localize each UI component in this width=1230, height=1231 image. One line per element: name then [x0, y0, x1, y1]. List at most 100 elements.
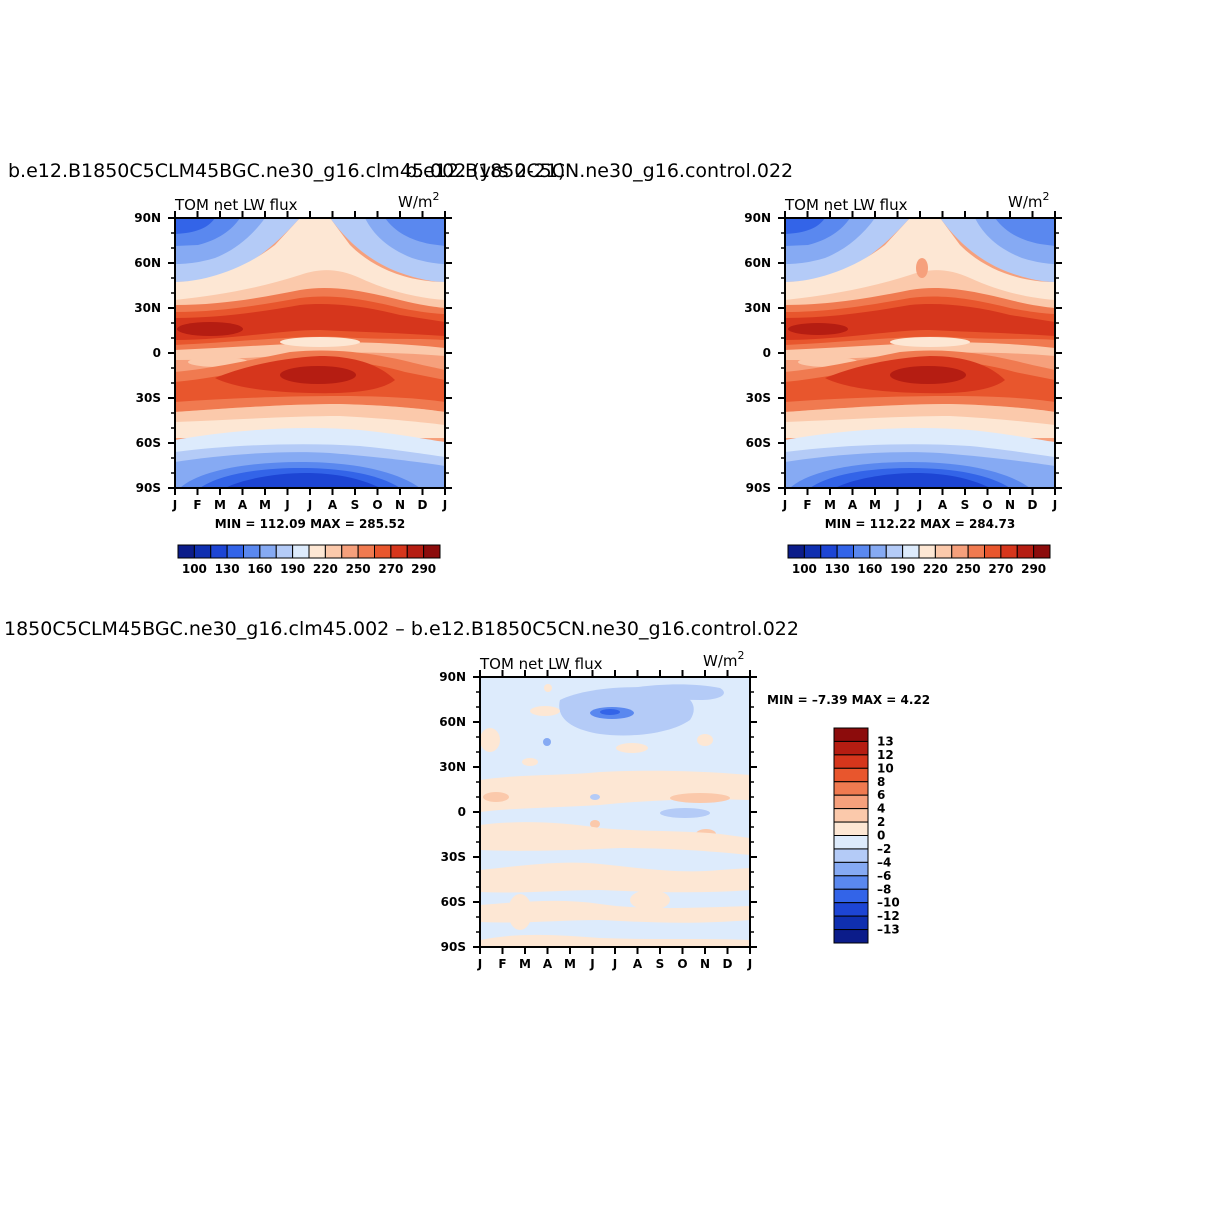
panel-b-colorbar-box — [787, 544, 805, 559]
panel-b-colorbar-label: 130 — [825, 562, 850, 576]
panel-b-ytick-label: 60N — [744, 256, 771, 270]
panel-b-xtick-label: F — [803, 498, 811, 512]
panel-a-colorbar-box — [341, 544, 359, 559]
panel-c-xtick-label: A — [633, 957, 643, 971]
panel-a-ytick-label: 30N — [134, 301, 161, 315]
panel-c-field — [480, 677, 750, 947]
panel-b-stats: MIN = 112.22 MAX = 284.73 — [825, 517, 1016, 531]
panel-a-xtick-label: A — [328, 498, 338, 512]
panel-b-ytick-label: 30S — [746, 391, 771, 405]
panel-a-colorbar-box — [390, 544, 408, 559]
panel-c-colorbar-label: –13 — [877, 923, 900, 937]
panel-c-colorbar-label: –12 — [877, 909, 900, 923]
panel-a-colorbar-box — [275, 544, 294, 559]
panel-a-xtick-label: J — [284, 498, 289, 512]
panel-a-colorbar-label: 100 — [182, 562, 207, 576]
panel-b-xtick-label: O — [982, 498, 992, 512]
panel-b-xtick-label: M — [869, 498, 881, 512]
panel-a-colorbar-label: 270 — [378, 562, 403, 576]
panel-a-ytick-label: 90N — [134, 211, 161, 225]
panel-c-colorbar-box — [833, 794, 869, 810]
panel-b-colorbar-box — [1033, 544, 1051, 559]
panel-c-title: 1850C5CLM45BGC.ne30_g16.clm45.002 – b.e1… — [4, 618, 799, 640]
panel-c-colorbar-label: 12 — [877, 748, 894, 762]
panel-b-title: b.e12.B1850C5CN.ne30_g16.control.022 — [405, 160, 793, 182]
panel-b-colorbar-label: 250 — [956, 562, 981, 576]
panel-c-colorbar-box — [833, 740, 869, 756]
panel-a-stats: MIN = 112.09 MAX = 285.52 — [215, 517, 406, 531]
panel-b-colorbar-box — [951, 544, 969, 559]
panel-b-colorbar-label: 190 — [890, 562, 915, 576]
panel-a-xtick-label: M — [259, 498, 271, 512]
panel-b-colorbar-box — [984, 544, 1002, 559]
panel-c-colorbar-label: 13 — [877, 734, 894, 748]
panel-b-xtick-label: M — [824, 498, 836, 512]
panel-c-colorbar-box — [833, 915, 869, 931]
panel-b-xtick-label: J — [917, 498, 922, 512]
panel-c-colorbar-box — [833, 727, 869, 742]
panel-c-colorbar-label: 4 — [877, 802, 885, 816]
panel-c-xtick-label: J — [589, 957, 594, 971]
panel-a-colorbar-box — [324, 544, 343, 559]
panel-a-ytick-label: 30S — [136, 391, 161, 405]
panel-c: 1850C5CLM45BGC.ne30_g16.clm45.002 – b.e1… — [4, 618, 930, 971]
panel-c-colorbar-label: 10 — [877, 761, 894, 775]
panel-a-colorbar-box — [243, 544, 261, 559]
panel-b-ytick-label: 30N — [744, 301, 771, 315]
panel-a-xtick-label: F — [193, 498, 201, 512]
panel-b-colorbar-box — [885, 544, 904, 559]
panel-c-colorbar-label: –10 — [877, 896, 900, 910]
panel-c-colorbar-box — [833, 821, 869, 836]
panel-a-colorbar-box — [226, 544, 244, 559]
panel-a-colorbar-box — [177, 544, 195, 559]
panel-a: b.e12.B1850C5CLM45BGC.ne30_g16.clm45.002… — [8, 160, 565, 576]
panel-c-colorbar-label: –4 — [877, 855, 891, 869]
panel-b-field — [785, 218, 1055, 488]
panel-b-colorbar: 100 130 160 190 220 250 270 290 — [787, 544, 1051, 576]
panel-b-colorbar-label: 290 — [1021, 562, 1046, 576]
panel-c-xtick-label: A — [543, 957, 553, 971]
panel-b-colorbar-box — [934, 544, 953, 559]
panel-b-xtick-label: N — [1005, 498, 1015, 512]
panel-c-xtick-label: O — [677, 957, 687, 971]
panel-a-xtick-label: M — [214, 498, 226, 512]
panel-b-xtick-label: S — [961, 498, 970, 512]
panel-a-colorbar-box — [308, 544, 326, 559]
panel-a-title: b.e12.B1850C5CLM45BGC.ne30_g16.clm45.002… — [8, 160, 565, 182]
panel-c-ytick-label: 90N — [439, 670, 466, 684]
panel-b-xtick-label: A — [848, 498, 858, 512]
panel-c-colorbar-box — [833, 888, 869, 904]
panel-a-colorbar-box — [259, 544, 277, 559]
panel-a-xtick-label: J — [442, 498, 447, 512]
panel-c-stats: MIN = –7.39 MAX = 4.22 — [767, 693, 930, 707]
panel-c-colorbar-label: –8 — [877, 882, 891, 896]
panel-b-colorbar-label: 270 — [988, 562, 1013, 576]
panel-b-colorbar-box — [967, 544, 985, 559]
panel-a-units: W/m2 — [398, 190, 440, 211]
panel-b-colorbar-box — [803, 544, 822, 559]
panel-a-colorbar-label: 130 — [215, 562, 240, 576]
panel-a-colorbar-label: 290 — [411, 562, 436, 576]
panel-c-ytick-label: 60N — [439, 715, 466, 729]
panel-a-ytick-label: 60N — [134, 256, 161, 270]
panel-c-ytick-label: 0 — [458, 805, 466, 819]
panel-a-xtick-label: J — [307, 498, 312, 512]
panel-b-xtick-label: J — [894, 498, 899, 512]
panel-b-colorbar-box — [902, 544, 920, 559]
panel-c-colorbar-box — [833, 848, 869, 863]
panel-b-left-label: TOM net LW flux — [784, 196, 908, 214]
panel-c-colorbar-box — [833, 902, 869, 917]
panel-b-units: W/m2 — [1008, 190, 1050, 211]
panel-a-xtick-label: A — [238, 498, 248, 512]
panel-c-left-label: TOM net LW flux — [479, 655, 603, 673]
panel-c-xtick-label: J — [612, 957, 617, 971]
panel-b-colorbar-box — [853, 544, 871, 559]
panel-c-colorbar-label: 0 — [877, 829, 885, 843]
panel-a-colorbar-label: 160 — [247, 562, 272, 576]
panel-c-colorbar-label: –6 — [877, 869, 891, 883]
panel-b-colorbar-label: 220 — [923, 562, 948, 576]
panel-b-xtick-label: J — [1052, 498, 1057, 512]
panel-a-field — [175, 218, 445, 488]
